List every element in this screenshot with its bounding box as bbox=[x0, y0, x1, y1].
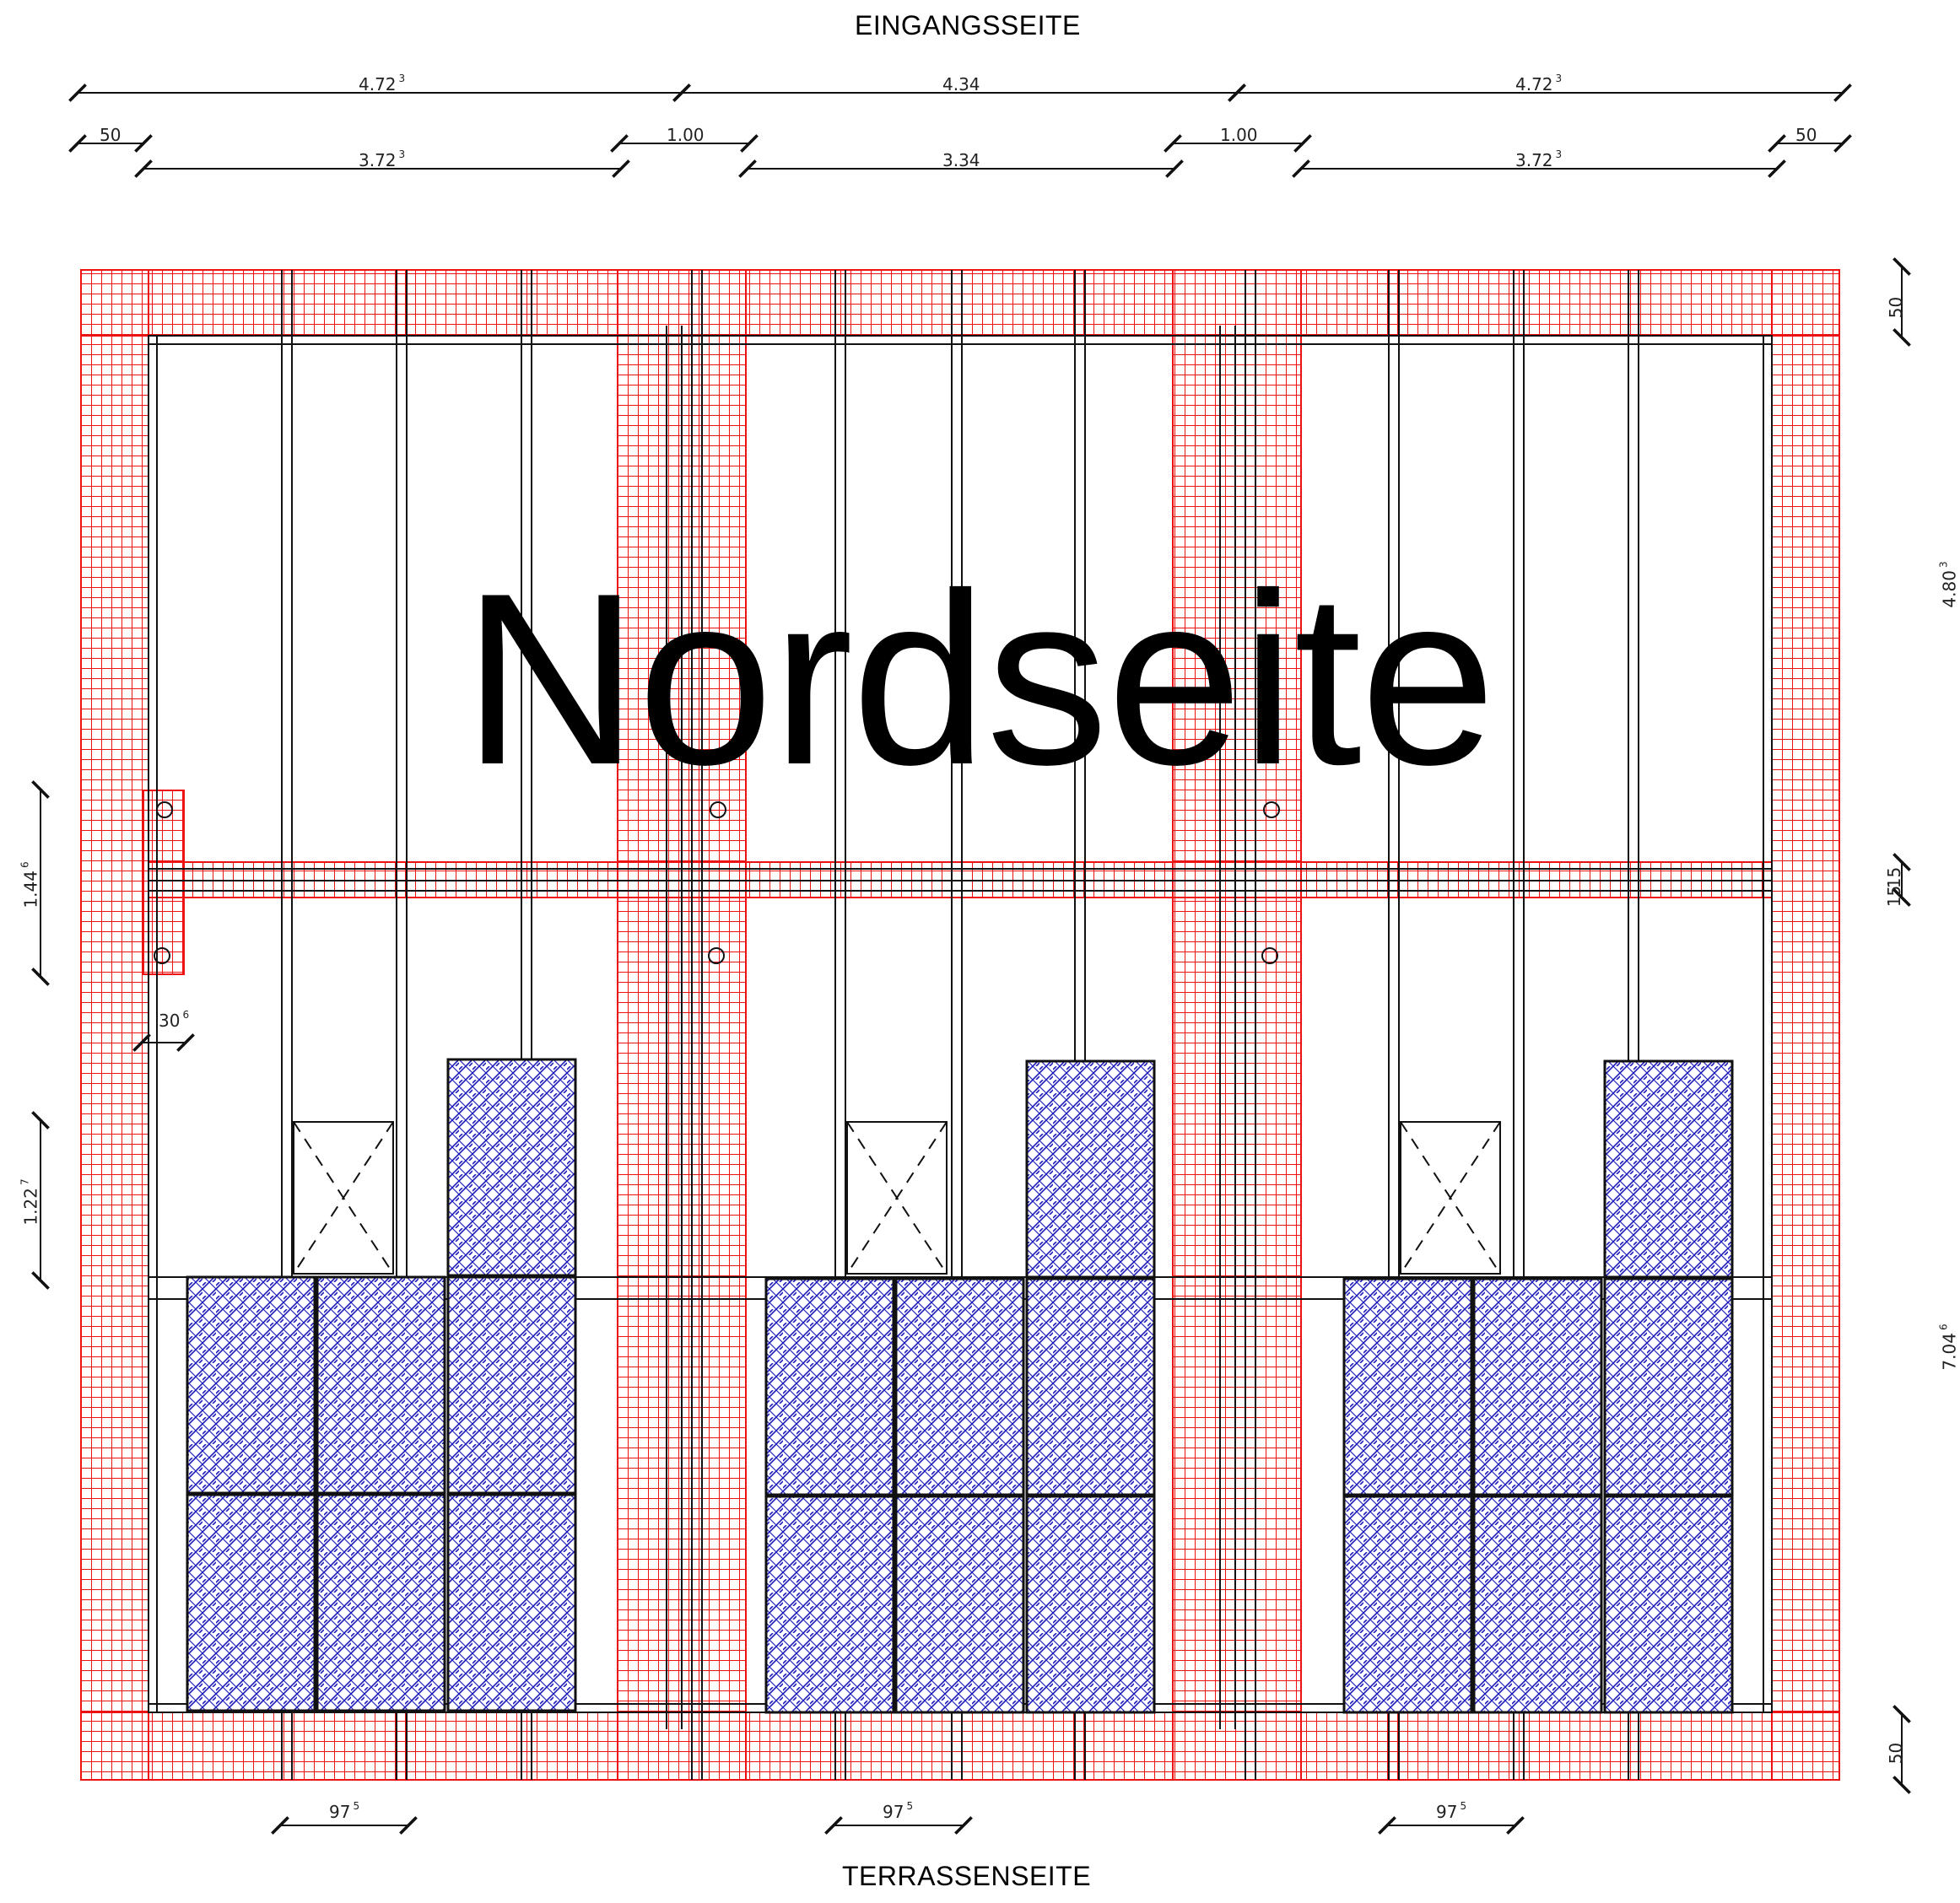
dim-rafter-spacing-3: 97 5 bbox=[1436, 1800, 1467, 1822]
dim-left-upper: 1.446 bbox=[19, 861, 41, 908]
dim-right-beam-b: 15 bbox=[1884, 885, 1905, 908]
solar-panels bbox=[186, 1058, 1734, 1714]
dim-left-overhang: 50 bbox=[100, 125, 121, 145]
dim-right-top-overhang: 50 bbox=[1886, 296, 1907, 319]
terrace-side-label: TERRASSENSEITE bbox=[842, 1861, 1092, 1891]
roof-frame-grid bbox=[80, 269, 1840, 1781]
dim-left-lower: 1.227 bbox=[19, 1178, 41, 1226]
dim-top-unit3: 4.72 3 bbox=[1515, 73, 1563, 94]
dim-right-upper-span: 4.803 bbox=[1937, 561, 1960, 608]
dim-right-overhang: 50 bbox=[1795, 125, 1817, 145]
dim-partition-2: 1.00 bbox=[1220, 125, 1258, 145]
dim-right-bottom-overhang: 50 bbox=[1886, 1742, 1907, 1765]
dim-inner-unit3: 3.72 3 bbox=[1515, 148, 1563, 170]
dim-right-lower-span: 7.046 bbox=[1937, 1323, 1960, 1371]
drawing-title: Nordseite bbox=[462, 542, 1496, 816]
skylight-windows bbox=[293, 1121, 1501, 1275]
dim-inner-unit1: 3.72 3 bbox=[359, 148, 406, 170]
dim-partition-1: 1.00 bbox=[667, 125, 705, 145]
dim-top-unit1: 4.72 3 bbox=[359, 73, 406, 94]
entrance-side-label: EINGANGSSEITE bbox=[855, 10, 1081, 40]
dim-left-offset: 30 6 bbox=[159, 1009, 190, 1031]
dim-rafter-spacing-1: 97 5 bbox=[329, 1800, 360, 1822]
dim-inner-unit2: 3.34 bbox=[942, 150, 980, 170]
dimension-lines bbox=[31, 84, 1911, 1835]
dim-top-unit2: 4.34 bbox=[942, 74, 980, 94]
dim-rafter-spacing-2: 97 5 bbox=[883, 1800, 914, 1822]
